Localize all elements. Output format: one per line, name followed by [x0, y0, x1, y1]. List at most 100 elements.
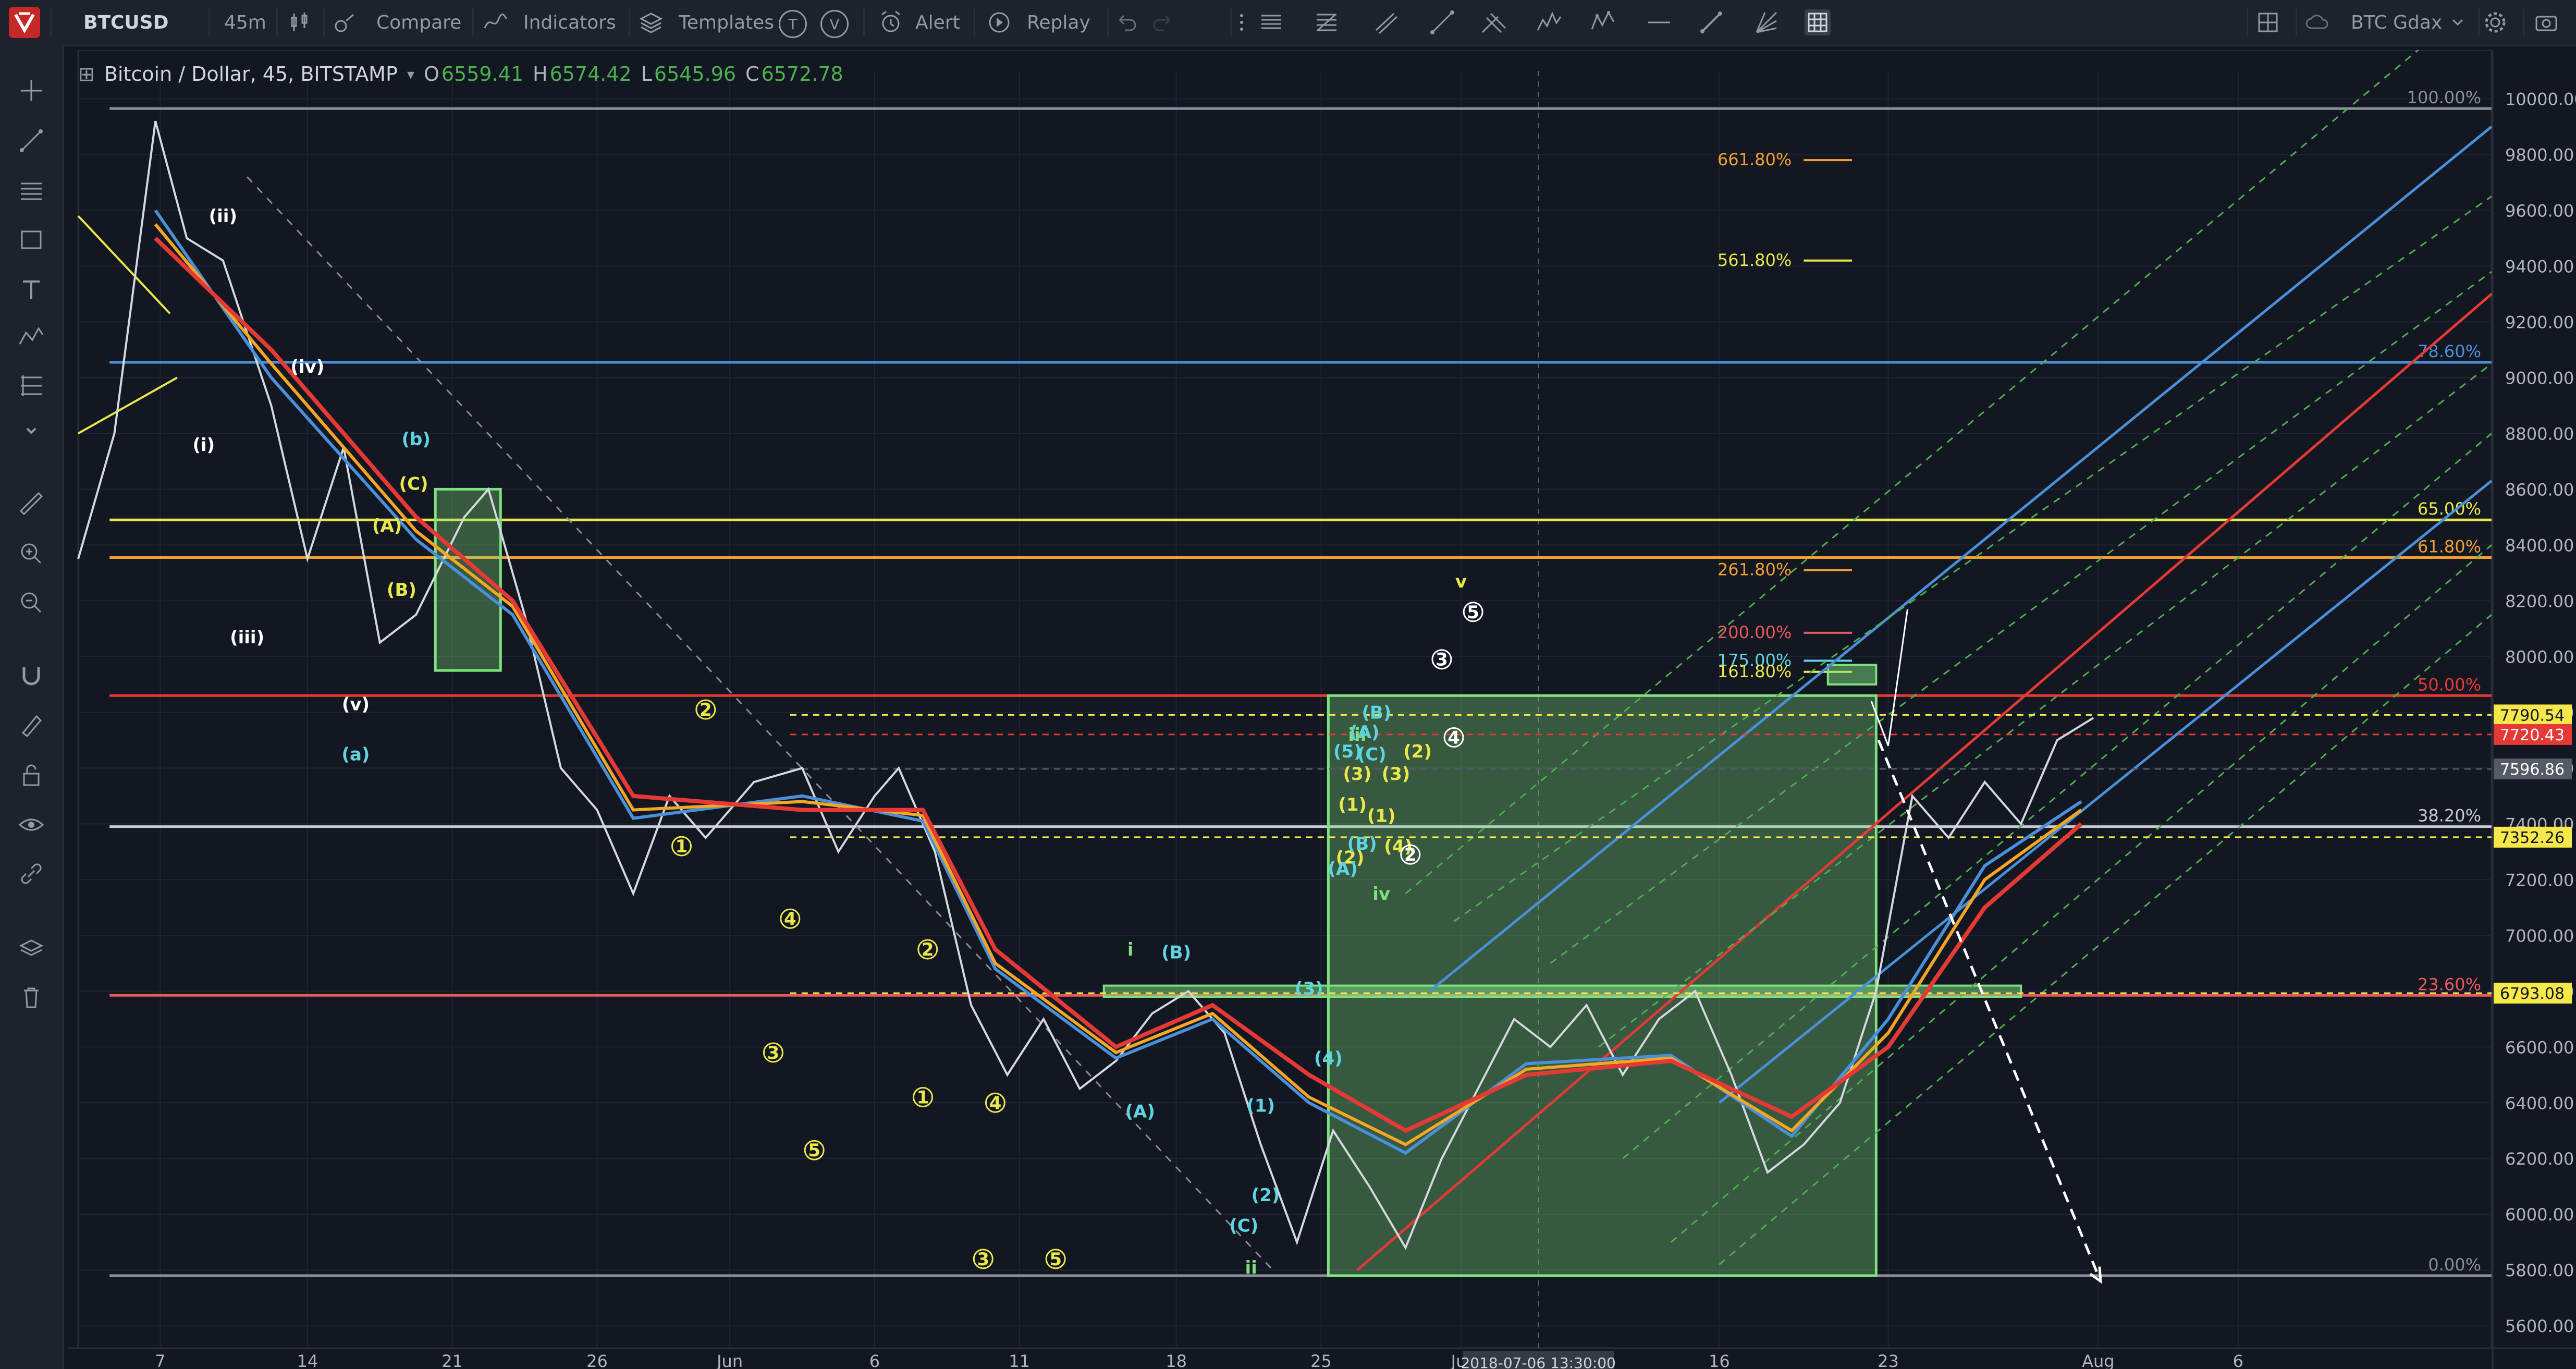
- rectangle-tool-icon[interactable]: [16, 224, 47, 255]
- y-tick-label: 9600.00: [2505, 201, 2574, 221]
- wave-label: (C): [1229, 1216, 1258, 1237]
- trend-line-icon[interactable]: [1429, 9, 1455, 35]
- wave-label: (2): [1336, 848, 1365, 869]
- extension-level-label: 661.80%: [1718, 150, 1792, 169]
- redo-icon[interactable]: [1150, 9, 1176, 35]
- plot-area: [77, 50, 2493, 1349]
- wave-labels: (ii)(iv)(i)(iii)(v)(b)(a)(C)(A)(B)214352…: [192, 206, 1483, 1278]
- settings-gear-icon[interactable]: [2482, 9, 2508, 35]
- legend-low: 6545.96: [654, 63, 737, 85]
- x-tick-label: Aug: [2082, 1351, 2114, 1369]
- wave-label: (1): [1246, 1096, 1275, 1117]
- ruler-icon[interactable]: [1698, 9, 1724, 35]
- legend-dropdown-icon[interactable]: ▾: [407, 65, 414, 83]
- abcd-pattern-icon[interactable]: [1590, 9, 1616, 35]
- legend-low-label: L: [641, 63, 652, 85]
- compare-icon: [332, 9, 358, 35]
- chart-legend: ⊞ Bitcoin / Dollar, 45, BITSTAMP ▾ O 6559…: [78, 63, 843, 85]
- text-tool-icon[interactable]: [16, 274, 47, 305]
- top-toolbar: BTCUSD 45m Compare Indicators Templates …: [0, 0, 2576, 46]
- wave-label: (ii): [209, 206, 237, 227]
- legend-high-label: H: [533, 63, 548, 85]
- wave-label: (3): [1382, 764, 1410, 785]
- alert-button[interactable]: Alert: [915, 11, 960, 33]
- measure-icon[interactable]: [16, 488, 47, 519]
- templates-button[interactable]: Templates: [679, 11, 775, 33]
- prediction-tool-icon[interactable]: [16, 370, 47, 401]
- channel-dashed-line: [1550, 271, 2492, 964]
- wave-label: (iii): [230, 627, 264, 648]
- lock-icon[interactable]: [16, 759, 47, 790]
- pattern-tool-icon[interactable]: [16, 321, 47, 352]
- chevron-down-icon[interactable]: [16, 415, 47, 446]
- replay-icon: [986, 9, 1012, 35]
- x-tick-label: 6: [869, 1351, 880, 1369]
- crosshair-icon[interactable]: [16, 75, 47, 106]
- wave-label-ring: [804, 1140, 825, 1160]
- ema-blue-line: [154, 209, 2082, 1155]
- fib-retracement: 100.00%78.60%65.00%61.80%50.00%38.20%23.…: [109, 88, 2492, 1277]
- wave-label: (A): [1350, 722, 1379, 743]
- magnet-icon[interactable]: [16, 660, 47, 691]
- wave-label: (3): [1343, 764, 1372, 785]
- interval-selector[interactable]: 45m: [224, 11, 266, 33]
- templates-t-badge[interactable]: T: [779, 10, 807, 38]
- fib-tool-icon[interactable]: [16, 175, 47, 206]
- y-tick-label: 9400.00: [2505, 256, 2574, 276]
- zoom-in-icon[interactable]: [16, 538, 47, 569]
- extension-level-label: 200.00%: [1718, 622, 1792, 642]
- symbol-search[interactable]: BTCUSD: [83, 11, 169, 33]
- wave-label: (C): [1357, 744, 1387, 765]
- wave-label: 1: [917, 1087, 929, 1108]
- wave-label: (A): [1328, 859, 1357, 879]
- replay-button[interactable]: Replay: [1027, 11, 1090, 33]
- chart-title[interactable]: Bitcoin / Dollar, 45, BITSTAMP: [104, 63, 398, 85]
- trend-dashed-line: [247, 176, 1273, 1271]
- layers-icon[interactable]: [16, 931, 47, 962]
- wave-label-ring: [780, 908, 801, 929]
- wave-label: (iv): [290, 357, 324, 377]
- undo-icon[interactable]: [1113, 9, 1139, 35]
- parallel-channel-icon[interactable]: [1373, 9, 1399, 35]
- drag-handle-icon[interactable]: [1235, 9, 1248, 35]
- channel-dashed-line: [1719, 614, 2492, 1265]
- fib-retracement-icon[interactable]: [1314, 9, 1340, 35]
- drawing-toolbar: [0, 45, 64, 1369]
- price-series-line: [77, 120, 2094, 1250]
- layout-name[interactable]: BTC Gdax: [2351, 11, 2443, 33]
- tradingview-logo-icon[interactable]: [7, 5, 42, 40]
- elliott-wave-icon[interactable]: [1536, 9, 1562, 35]
- zoom-out-icon[interactable]: [16, 587, 47, 618]
- gann-fan-icon[interactable]: [1753, 9, 1780, 35]
- horizontal-lines-icon[interactable]: [1258, 9, 1284, 35]
- pitchfork-icon[interactable]: [1480, 9, 1506, 35]
- camera-icon[interactable]: [2533, 9, 2559, 35]
- wave-label: (A): [372, 516, 402, 536]
- grid-pattern-icon[interactable]: [1805, 9, 1831, 35]
- wave-label: 5: [1049, 1249, 1062, 1270]
- fib-level-label: 61.80%: [2418, 536, 2481, 556]
- y-tick-label: 6200.00: [2505, 1149, 2574, 1169]
- wave-label: 5: [808, 1140, 820, 1161]
- stay-in-drawing-mode-icon[interactable]: [16, 709, 47, 740]
- trash-icon[interactable]: [16, 981, 47, 1012]
- extension-level-label: 561.80%: [1718, 250, 1792, 270]
- alert-icon: [878, 9, 904, 35]
- templates-v-badge[interactable]: V: [820, 10, 849, 38]
- layout-grid-icon[interactable]: [2255, 9, 2281, 35]
- price-chart[interactable]: 10000.00 9800.00 9600.00 9400.00 9200.00 9000…: [68, 50, 2576, 1369]
- wave-label: (i): [192, 435, 215, 456]
- channel-dashed-line: [1670, 544, 2492, 1243]
- chevron-down-icon[interactable]: [2450, 9, 2465, 35]
- ema-orange-line: [154, 223, 2082, 1146]
- horizontal-ray-icon[interactable]: [1646, 9, 1672, 35]
- trend-line-tool-icon[interactable]: [16, 125, 47, 156]
- compare-button[interactable]: Compare: [376, 11, 462, 33]
- indicators-button[interactable]: Indicators: [523, 11, 616, 33]
- eye-icon[interactable]: [16, 809, 47, 840]
- link-icon[interactable]: [16, 858, 47, 889]
- wave-label-ring: [1431, 649, 1452, 670]
- chart-settings-icon[interactable]: ⊞: [78, 63, 95, 85]
- legend-open-label: O: [423, 63, 439, 85]
- candles-icon[interactable]: [287, 9, 313, 35]
